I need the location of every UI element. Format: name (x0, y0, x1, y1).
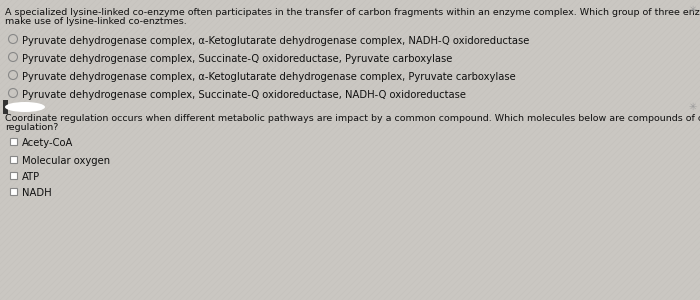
Text: make use of lysine-linked co-enztmes.: make use of lysine-linked co-enztmes. (5, 17, 187, 26)
Text: Pyruvate dehydrogenase complex, α-Ketoglutarate dehydrogenase complex, NADH-Q ox: Pyruvate dehydrogenase complex, α-Ketogl… (22, 36, 529, 46)
Text: regulation?: regulation? (5, 123, 58, 132)
Text: Pyruvate dehydrogenase complex, Succinate-Q oxidoreductase, NADH-Q oxidoreductas: Pyruvate dehydrogenase complex, Succinat… (22, 90, 466, 100)
Text: Coordinate regulation occurs when different metabolic pathways are impact by a c: Coordinate regulation occurs when differ… (5, 114, 700, 123)
Text: ATP: ATP (22, 172, 40, 182)
Bar (10, 188, 17, 194)
Bar (3, 100, 8, 114)
Ellipse shape (5, 102, 45, 112)
Text: Acety-CoA: Acety-CoA (22, 138, 74, 148)
Text: ✳: ✳ (689, 102, 697, 112)
Text: ✳: ✳ (689, 5, 697, 15)
Bar (10, 155, 17, 163)
Bar (10, 137, 17, 145)
Text: Pyruvate dehydrogenase complex, α-Ketoglutarate dehydrogenase complex, Pyruvate : Pyruvate dehydrogenase complex, α-Ketogl… (22, 72, 516, 82)
Text: Pyruvate dehydrogenase complex, Succinate-Q oxidoreductase, Pyruvate carboxylase: Pyruvate dehydrogenase complex, Succinat… (22, 54, 452, 64)
Text: Molecular oxygen: Molecular oxygen (22, 156, 110, 166)
Text: NADH: NADH (22, 188, 52, 198)
Text: A specialized lysine-linked co-enzyme often participates in the transfer of carb: A specialized lysine-linked co-enzyme of… (5, 8, 700, 17)
Bar (10, 172, 17, 178)
